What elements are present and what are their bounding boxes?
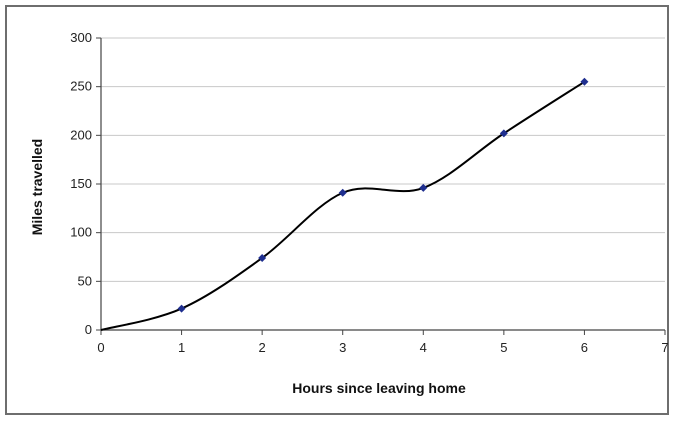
- data-point: [258, 253, 267, 262]
- y-tick-labels: 0 50 100 150 200 250 300: [70, 30, 92, 337]
- y-tick-label: 50: [78, 273, 92, 288]
- y-axis-title: Miles travelled: [29, 139, 45, 236]
- data-point: [177, 304, 186, 313]
- x-tick-label: 4: [420, 340, 427, 355]
- x-tick-label: 6: [581, 340, 588, 355]
- x-tick-label: 5: [500, 340, 507, 355]
- y-tick-label: 100: [70, 225, 92, 240]
- data-point: [580, 77, 589, 86]
- data-point: [499, 129, 508, 138]
- series-line: [100, 80, 585, 331]
- x-axis-title: Hours since leaving home: [292, 380, 466, 396]
- data-point: [419, 183, 428, 192]
- x-tick-label: 7: [661, 340, 668, 355]
- x-tick-label: 2: [259, 340, 266, 355]
- x-tick-label: 3: [339, 340, 346, 355]
- y-tick-label: 300: [70, 30, 92, 45]
- x-tick-label: 1: [178, 340, 185, 355]
- data-point: [338, 188, 347, 197]
- data-markers: [177, 77, 589, 313]
- chart-frame: [5, 5, 669, 415]
- gridlines: [96, 37, 665, 331]
- y-tick-label: 150: [70, 176, 92, 191]
- axes: [100, 38, 666, 335]
- y-tick-label: 0: [85, 322, 92, 337]
- x-tick-label: 0: [97, 340, 104, 355]
- x-tick-labels: 0 1 2 3 4 5 6 7: [97, 340, 668, 355]
- y-tick-label: 250: [70, 79, 92, 94]
- y-tick-label: 200: [70, 127, 92, 142]
